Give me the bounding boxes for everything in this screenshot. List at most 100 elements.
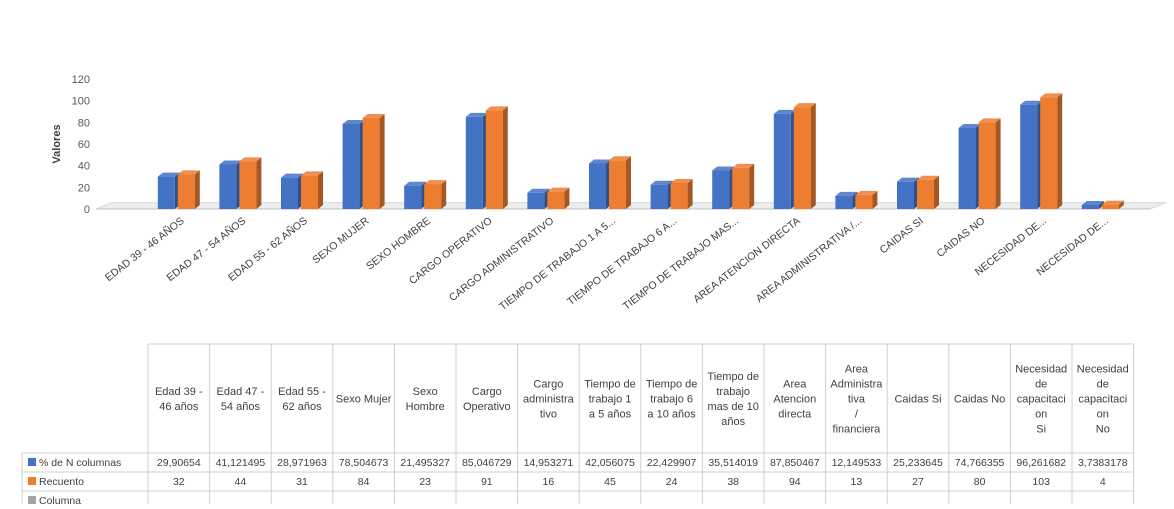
bar-top-face <box>547 187 570 192</box>
table-header-line: Tiempo de <box>707 371 759 383</box>
bar-porcentaje <box>589 159 611 209</box>
bar-top-face <box>404 181 427 186</box>
table-value-cell: 80 <box>974 476 986 488</box>
bar-front-face <box>589 163 606 209</box>
bar-porcentaje <box>773 109 796 209</box>
bar-recuento <box>855 190 878 209</box>
bar-front-face <box>281 177 298 209</box>
bar-recuento <box>670 179 693 209</box>
bar-recuento <box>917 175 939 209</box>
bar-porcentaje <box>650 180 673 209</box>
table-header-line: 54 años <box>221 401 261 413</box>
table-value-cell: 21,495327 <box>400 457 450 469</box>
table-header-line: Area <box>783 379 807 391</box>
table-value-cell: 84 <box>358 476 370 488</box>
table-header-cell: Caidas Si <box>894 394 941 406</box>
bar-porcentaje <box>219 160 242 209</box>
table-header-cell: Edad 39 - 46 años <box>155 386 203 413</box>
table-header-line: tivo <box>540 409 557 421</box>
table-value-cell: 44 <box>235 476 247 488</box>
table-value-cell: 22,429907 <box>647 457 697 469</box>
table-value-cell: 29,90654 <box>157 457 201 469</box>
bar-recuento <box>978 118 1001 209</box>
bar-top-face <box>732 163 755 168</box>
category-label: AREA ADMINISTRATIVA /... <box>754 215 865 305</box>
bar-side-face <box>256 157 262 209</box>
table-value-cell: 3,7383178 <box>1078 457 1128 469</box>
bar-top-face <box>589 159 611 164</box>
bar-front-face <box>855 194 873 209</box>
bar-side-face <box>687 179 693 209</box>
bar-recuento <box>239 157 262 209</box>
category-label: CAIDAS NO <box>935 215 988 260</box>
bar-side-face <box>1098 200 1104 209</box>
bar-top-face <box>527 188 550 193</box>
table-value-cell: 25,233645 <box>893 457 943 469</box>
bar-top-face <box>650 180 673 185</box>
bar-porcentaje <box>281 173 303 209</box>
table-header-cell: Caidas No <box>954 394 1005 406</box>
table-header-cell: Sexo Mujer <box>336 394 392 406</box>
table-header-line: Necesidad <box>1077 364 1129 376</box>
bar-top-face <box>281 173 303 178</box>
bar-side-face <box>564 187 570 209</box>
bar-side-face <box>379 114 385 209</box>
bar-recuento <box>485 106 508 209</box>
category-label: TIEMPO DE TRABAJO MAS... <box>621 215 741 313</box>
table-header-line: trabajo <box>716 386 750 398</box>
bar-top-face <box>157 172 180 177</box>
category-label: CAIDAS SI <box>878 215 926 256</box>
table-header-line: capacitaci <box>1078 394 1127 406</box>
bar-front-face <box>219 164 237 209</box>
bar-front-face <box>465 116 483 209</box>
bar-side-face <box>194 170 200 209</box>
bar-top-face <box>301 171 323 176</box>
bar-top-face <box>342 119 365 124</box>
bar-top-face <box>424 180 447 185</box>
table-header-line: a 10 años <box>647 409 696 421</box>
bar-top-face <box>978 118 1001 123</box>
bar-recuento <box>1101 200 1124 209</box>
table-value-cell: 42,056075 <box>585 457 635 469</box>
bar-side-face <box>995 118 1001 209</box>
table-header-line: / <box>855 409 859 421</box>
y-tick-label: 80 <box>78 117 90 129</box>
table-header-line: Cargo <box>533 379 563 391</box>
bar-front-face <box>670 183 688 209</box>
table-value-cell: 45 <box>604 476 616 488</box>
bar-top-face <box>773 109 796 114</box>
bar-front-face <box>1101 204 1119 209</box>
bar-front-face <box>424 184 442 209</box>
bar-front-face <box>157 176 175 209</box>
bar-top-face <box>609 156 631 161</box>
table-header-line: Tiempo de <box>646 379 698 391</box>
y-axis-title: Valores <box>51 124 63 163</box>
bar-front-face <box>1040 97 1058 209</box>
bar-top-face <box>1101 200 1124 205</box>
table-header-line: on <box>1035 409 1047 421</box>
bar-top-face <box>1081 200 1104 205</box>
y-tick-label: 20 <box>78 182 90 194</box>
bar-side-face <box>934 175 939 209</box>
bar-front-face <box>712 170 730 209</box>
y-tick-label: 0 <box>84 204 90 216</box>
bar-side-face <box>502 106 508 209</box>
table-value-cell: 35,514019 <box>708 457 758 469</box>
bar-front-face <box>958 128 976 209</box>
table-value-cell: 12,149533 <box>832 457 882 469</box>
table-header-line: 62 años <box>282 401 322 413</box>
table-value-cell: 85,046729 <box>462 457 512 469</box>
table-header-line: Area <box>845 364 869 376</box>
bar-front-face <box>1081 204 1099 209</box>
bar-side-face <box>1118 200 1124 209</box>
table-header-cell: Sexo Hombre <box>406 386 445 413</box>
bar-front-face <box>404 185 422 209</box>
table-header-line: Si <box>1036 424 1046 436</box>
table-value-cell: 24 <box>666 476 678 488</box>
bar-front-face <box>732 167 750 209</box>
table-value-cell: 103 <box>1032 476 1050 488</box>
legend-key-porcentaje <box>28 458 36 466</box>
table-header-line: de <box>1097 379 1109 391</box>
table-value-cell: 31 <box>296 476 308 488</box>
